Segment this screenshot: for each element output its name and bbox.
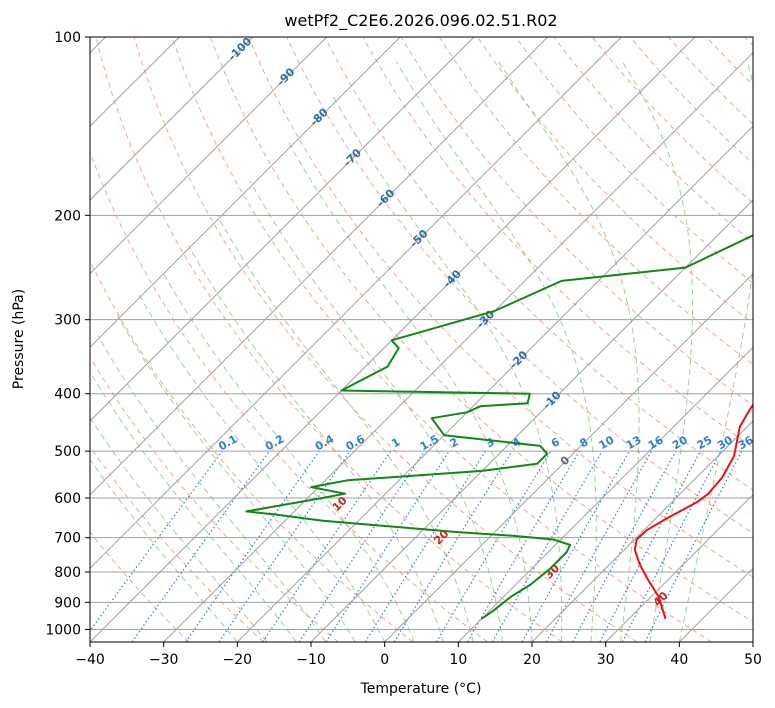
mixing-ratio-label: 36 bbox=[736, 433, 756, 452]
y-tick-label: 500 bbox=[54, 444, 81, 460]
x-tick-label: −40 bbox=[75, 652, 105, 668]
mixing-ratio-line bbox=[393, 450, 513, 642]
x-tick-label: 10 bbox=[449, 652, 467, 668]
moist-adiabat bbox=[331, 94, 563, 642]
dry-adiabat bbox=[400, 37, 753, 407]
y-tick-label: 600 bbox=[54, 491, 81, 507]
isotherm-line bbox=[90, 37, 622, 570]
moist-adiabat bbox=[187, 245, 445, 642]
isotherm-line bbox=[90, 37, 475, 422]
axis-ticks: −40 −30 −20 −10 0 10 20 30 40 50 100 200 300 400 500 60… bbox=[45, 30, 762, 668]
profiles bbox=[245, 234, 753, 620]
dry-adiabat bbox=[133, 37, 638, 642]
isotherm-line bbox=[90, 37, 254, 201]
moist-adiabat bbox=[137, 292, 386, 642]
mixing-ratio-line bbox=[644, 450, 743, 642]
y-axis-title: Pressure (hPa) bbox=[11, 289, 27, 389]
mixing-ratio-line bbox=[545, 450, 653, 642]
mixing-ratio-line bbox=[90, 450, 223, 632]
plot-frame bbox=[89, 36, 754, 643]
y-tick-label: 100 bbox=[54, 30, 81, 46]
x-tick-label: 20 bbox=[523, 652, 541, 668]
isotherm-line bbox=[90, 37, 328, 275]
mixing-ratio-line bbox=[262, 450, 392, 642]
moist-adiabat bbox=[249, 180, 503, 642]
isotherm-line bbox=[531, 420, 753, 642]
dry-adiabat bbox=[95, 37, 563, 642]
dry-adiabat bbox=[90, 531, 190, 642]
moist-adiabat bbox=[678, 61, 753, 642]
mixing-ratio-line bbox=[298, 450, 425, 642]
moist-adiabat bbox=[90, 370, 297, 642]
moist-adiabat bbox=[497, 61, 640, 642]
dry-adiabat bbox=[210, 37, 753, 623]
y-tick-label: 400 bbox=[54, 387, 81, 403]
moist-adiabat bbox=[97, 336, 327, 642]
moist-adiabat bbox=[162, 272, 415, 642]
x-tick-label: 50 bbox=[744, 652, 762, 668]
y-tick-label: 1000 bbox=[45, 622, 81, 638]
x-tick-label: −20 bbox=[223, 652, 253, 668]
isotherm-line bbox=[605, 493, 753, 642]
x-tick-label: −10 bbox=[296, 652, 326, 668]
dry-adiabat bbox=[248, 37, 753, 578]
dry-adiabat bbox=[90, 259, 414, 642]
mixing-ratio-line bbox=[185, 450, 320, 642]
isotherm-line bbox=[163, 51, 753, 642]
mixing-ratio-line bbox=[521, 450, 631, 642]
isotherm-line bbox=[90, 37, 549, 496]
pressure-grid bbox=[90, 37, 753, 630]
dry-adiabat bbox=[324, 37, 753, 491]
moist-adiabat bbox=[396, 61, 597, 642]
y-tick-label: 200 bbox=[54, 208, 81, 224]
moist-adiabat bbox=[621, 61, 694, 642]
dewpoint-profile-line bbox=[245, 234, 753, 620]
mixing-ratio-line bbox=[218, 450, 351, 642]
moist-adiabat bbox=[116, 315, 356, 642]
chart-title: wetPf2_C2E6.2026.096.02.51.R02 bbox=[284, 11, 557, 31]
isotherm-line bbox=[90, 37, 401, 349]
x-axis-title: Temperature (°C) bbox=[360, 681, 482, 697]
isotherm-line bbox=[384, 272, 753, 642]
y-tick-label: 300 bbox=[54, 313, 81, 329]
mixing-ratio-line bbox=[572, 450, 677, 642]
y-tick-label: 800 bbox=[54, 565, 81, 581]
y-tick-label: 900 bbox=[54, 595, 81, 611]
x-tick-label: 30 bbox=[597, 652, 615, 668]
moist-adiabat bbox=[216, 215, 474, 642]
isotherm-line bbox=[310, 199, 753, 642]
x-tick-label: 40 bbox=[670, 652, 688, 668]
mixing-ratio-line bbox=[325, 450, 450, 642]
x-tick-label: 0 bbox=[380, 652, 389, 668]
dry-adiabat bbox=[90, 356, 339, 642]
x-tick-label: −30 bbox=[149, 652, 179, 668]
moist-adiabat bbox=[90, 416, 268, 642]
dry-adiabat bbox=[286, 37, 753, 534]
y-tick-label: 700 bbox=[54, 531, 81, 547]
mixing-ratio-line bbox=[131, 450, 270, 642]
dry-adiabat bbox=[438, 37, 753, 365]
isotherm-line bbox=[236, 125, 753, 642]
temperature-profile-line bbox=[633, 403, 753, 620]
